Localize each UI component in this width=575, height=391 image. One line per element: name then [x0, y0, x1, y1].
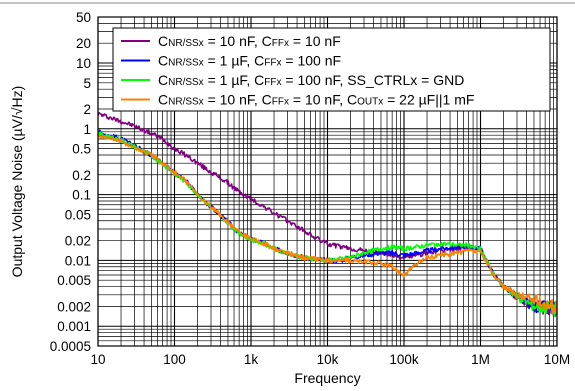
y-tick-label: 5	[83, 76, 91, 91]
y-tick-label: 50	[76, 10, 91, 25]
y-tick-label: 0.05	[65, 207, 91, 222]
legend-text-part: = 10 nF, C	[204, 92, 272, 108]
x-tick-label: 10	[90, 352, 105, 367]
x-tick-label: 10M	[544, 352, 570, 367]
y-axis-label: Output Voltage Noise (µV/√Hz)	[9, 86, 25, 278]
legend-text-part: C	[158, 53, 168, 69]
x-tick-label: 100	[163, 352, 186, 367]
legend-subscript: FFx	[264, 77, 281, 88]
legend-label-2: CNR/SSx = 1 µF, CFFx = 100 nF	[158, 53, 341, 69]
x-tick-label: 100k	[389, 352, 419, 367]
legend-subscript: OUTx	[357, 97, 383, 108]
series-group	[97, 111, 558, 318]
legend-subscript: FFx	[264, 58, 281, 69]
legend-text-part: = 22 µF||1 mF	[383, 92, 474, 108]
legend-text-part: C	[158, 72, 168, 88]
legend-text-part: C	[158, 33, 168, 49]
series-line-4	[97, 133, 558, 314]
legend-box	[112, 27, 551, 112]
plot-frame	[97, 16, 558, 347]
legend-text-part: = 1 µF, C	[204, 53, 265, 69]
legend-text-part: = 100 nF, SS_CTRLx = GND	[282, 72, 465, 88]
x-tick-labels: 10 100 1k 10k 100k 1M 10M	[90, 352, 570, 367]
y-tick-labels: 50 20 10 5 2 1 0.5 0.2 0.1 0.05 0.02 0.01 0.005 0.002…	[50, 10, 91, 354]
y-tick-label: 10	[76, 56, 91, 71]
y-tick-label: 0.2	[72, 168, 91, 183]
y-tick-label: 1	[83, 122, 91, 137]
legend-subscript: NR/SSx	[168, 38, 204, 49]
y-tick-label: 0.1	[72, 188, 91, 203]
legend-label-4: CNR/SSx = 10 nF, CFFx = 10 nF, COUTx = 2…	[158, 92, 474, 108]
legend-text-part: = 100 nF	[282, 53, 342, 69]
legend-label-3: CNR/SSx = 1 µF, CFFx = 100 nF, SS_CTRLx …	[158, 72, 464, 88]
x-tick-label: 10k	[317, 352, 339, 367]
y-tick-label: 0.02	[65, 234, 91, 249]
x-tick-label: 1k	[244, 352, 259, 367]
legend-subscript: NR/SSx	[168, 97, 204, 108]
legend-subscript: NR/SSx	[168, 77, 204, 88]
y-tick-label: 20	[76, 36, 91, 51]
x-axis-label: Frequency	[294, 370, 360, 386]
legend-subscript: FFx	[272, 97, 289, 108]
legend-subscript: NR/SSx	[168, 58, 204, 69]
legend-subscript: FFx	[272, 38, 289, 49]
legend-text-part: = 10 nF	[289, 33, 341, 49]
legend-text-part: = 10 nF, C	[204, 33, 272, 49]
y-tick-label: 0.001	[57, 319, 91, 334]
legend-text-part: C	[158, 92, 168, 108]
y-tick-label: 0.01	[65, 253, 91, 268]
legend-label-1: CNR/SSx = 10 nF, CFFx = 10 nF	[158, 33, 341, 49]
y-tick-label: 0.5	[72, 142, 91, 157]
y-tick-label: 0.0005	[50, 339, 91, 354]
y-tick-label: 0.002	[57, 299, 91, 314]
y-tick-label: 0.005	[57, 273, 91, 288]
legend-text-part: = 1 µF, C	[204, 72, 265, 88]
x-tick-label: 1M	[471, 352, 490, 367]
legend-text-part: = 10 nF, C	[289, 92, 357, 108]
y-tick-label: 2	[83, 102, 91, 117]
